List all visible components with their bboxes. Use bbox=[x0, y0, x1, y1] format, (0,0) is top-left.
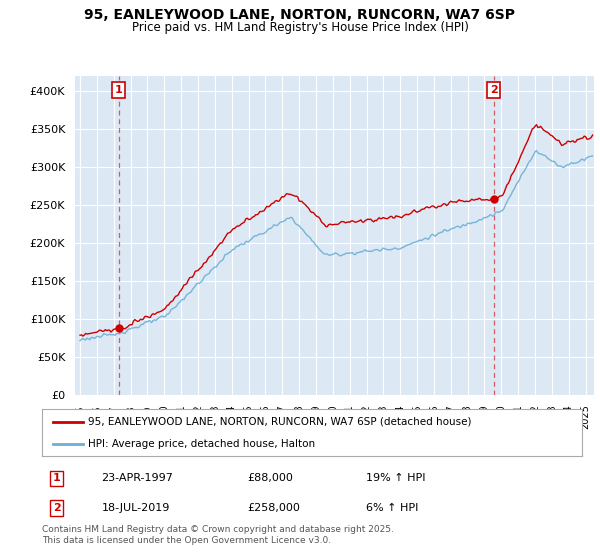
Text: Price paid vs. HM Land Registry's House Price Index (HPI): Price paid vs. HM Land Registry's House … bbox=[131, 21, 469, 34]
Text: Contains HM Land Registry data © Crown copyright and database right 2025.
This d: Contains HM Land Registry data © Crown c… bbox=[42, 525, 394, 545]
Text: £88,000: £88,000 bbox=[247, 473, 293, 483]
Text: 19% ↑ HPI: 19% ↑ HPI bbox=[366, 473, 425, 483]
Text: 2: 2 bbox=[53, 503, 61, 513]
Text: 1: 1 bbox=[115, 85, 122, 95]
Text: 95, EANLEYWOOD LANE, NORTON, RUNCORN, WA7 6SP: 95, EANLEYWOOD LANE, NORTON, RUNCORN, WA… bbox=[85, 8, 515, 22]
Text: 95, EANLEYWOOD LANE, NORTON, RUNCORN, WA7 6SP (detached house): 95, EANLEYWOOD LANE, NORTON, RUNCORN, WA… bbox=[88, 417, 472, 427]
Text: 6% ↑ HPI: 6% ↑ HPI bbox=[366, 503, 418, 513]
Text: HPI: Average price, detached house, Halton: HPI: Average price, detached house, Halt… bbox=[88, 438, 315, 449]
Text: £258,000: £258,000 bbox=[247, 503, 300, 513]
Text: 1: 1 bbox=[53, 473, 61, 483]
Text: 2: 2 bbox=[490, 85, 497, 95]
Text: 23-APR-1997: 23-APR-1997 bbox=[101, 473, 173, 483]
Text: 18-JUL-2019: 18-JUL-2019 bbox=[101, 503, 170, 513]
